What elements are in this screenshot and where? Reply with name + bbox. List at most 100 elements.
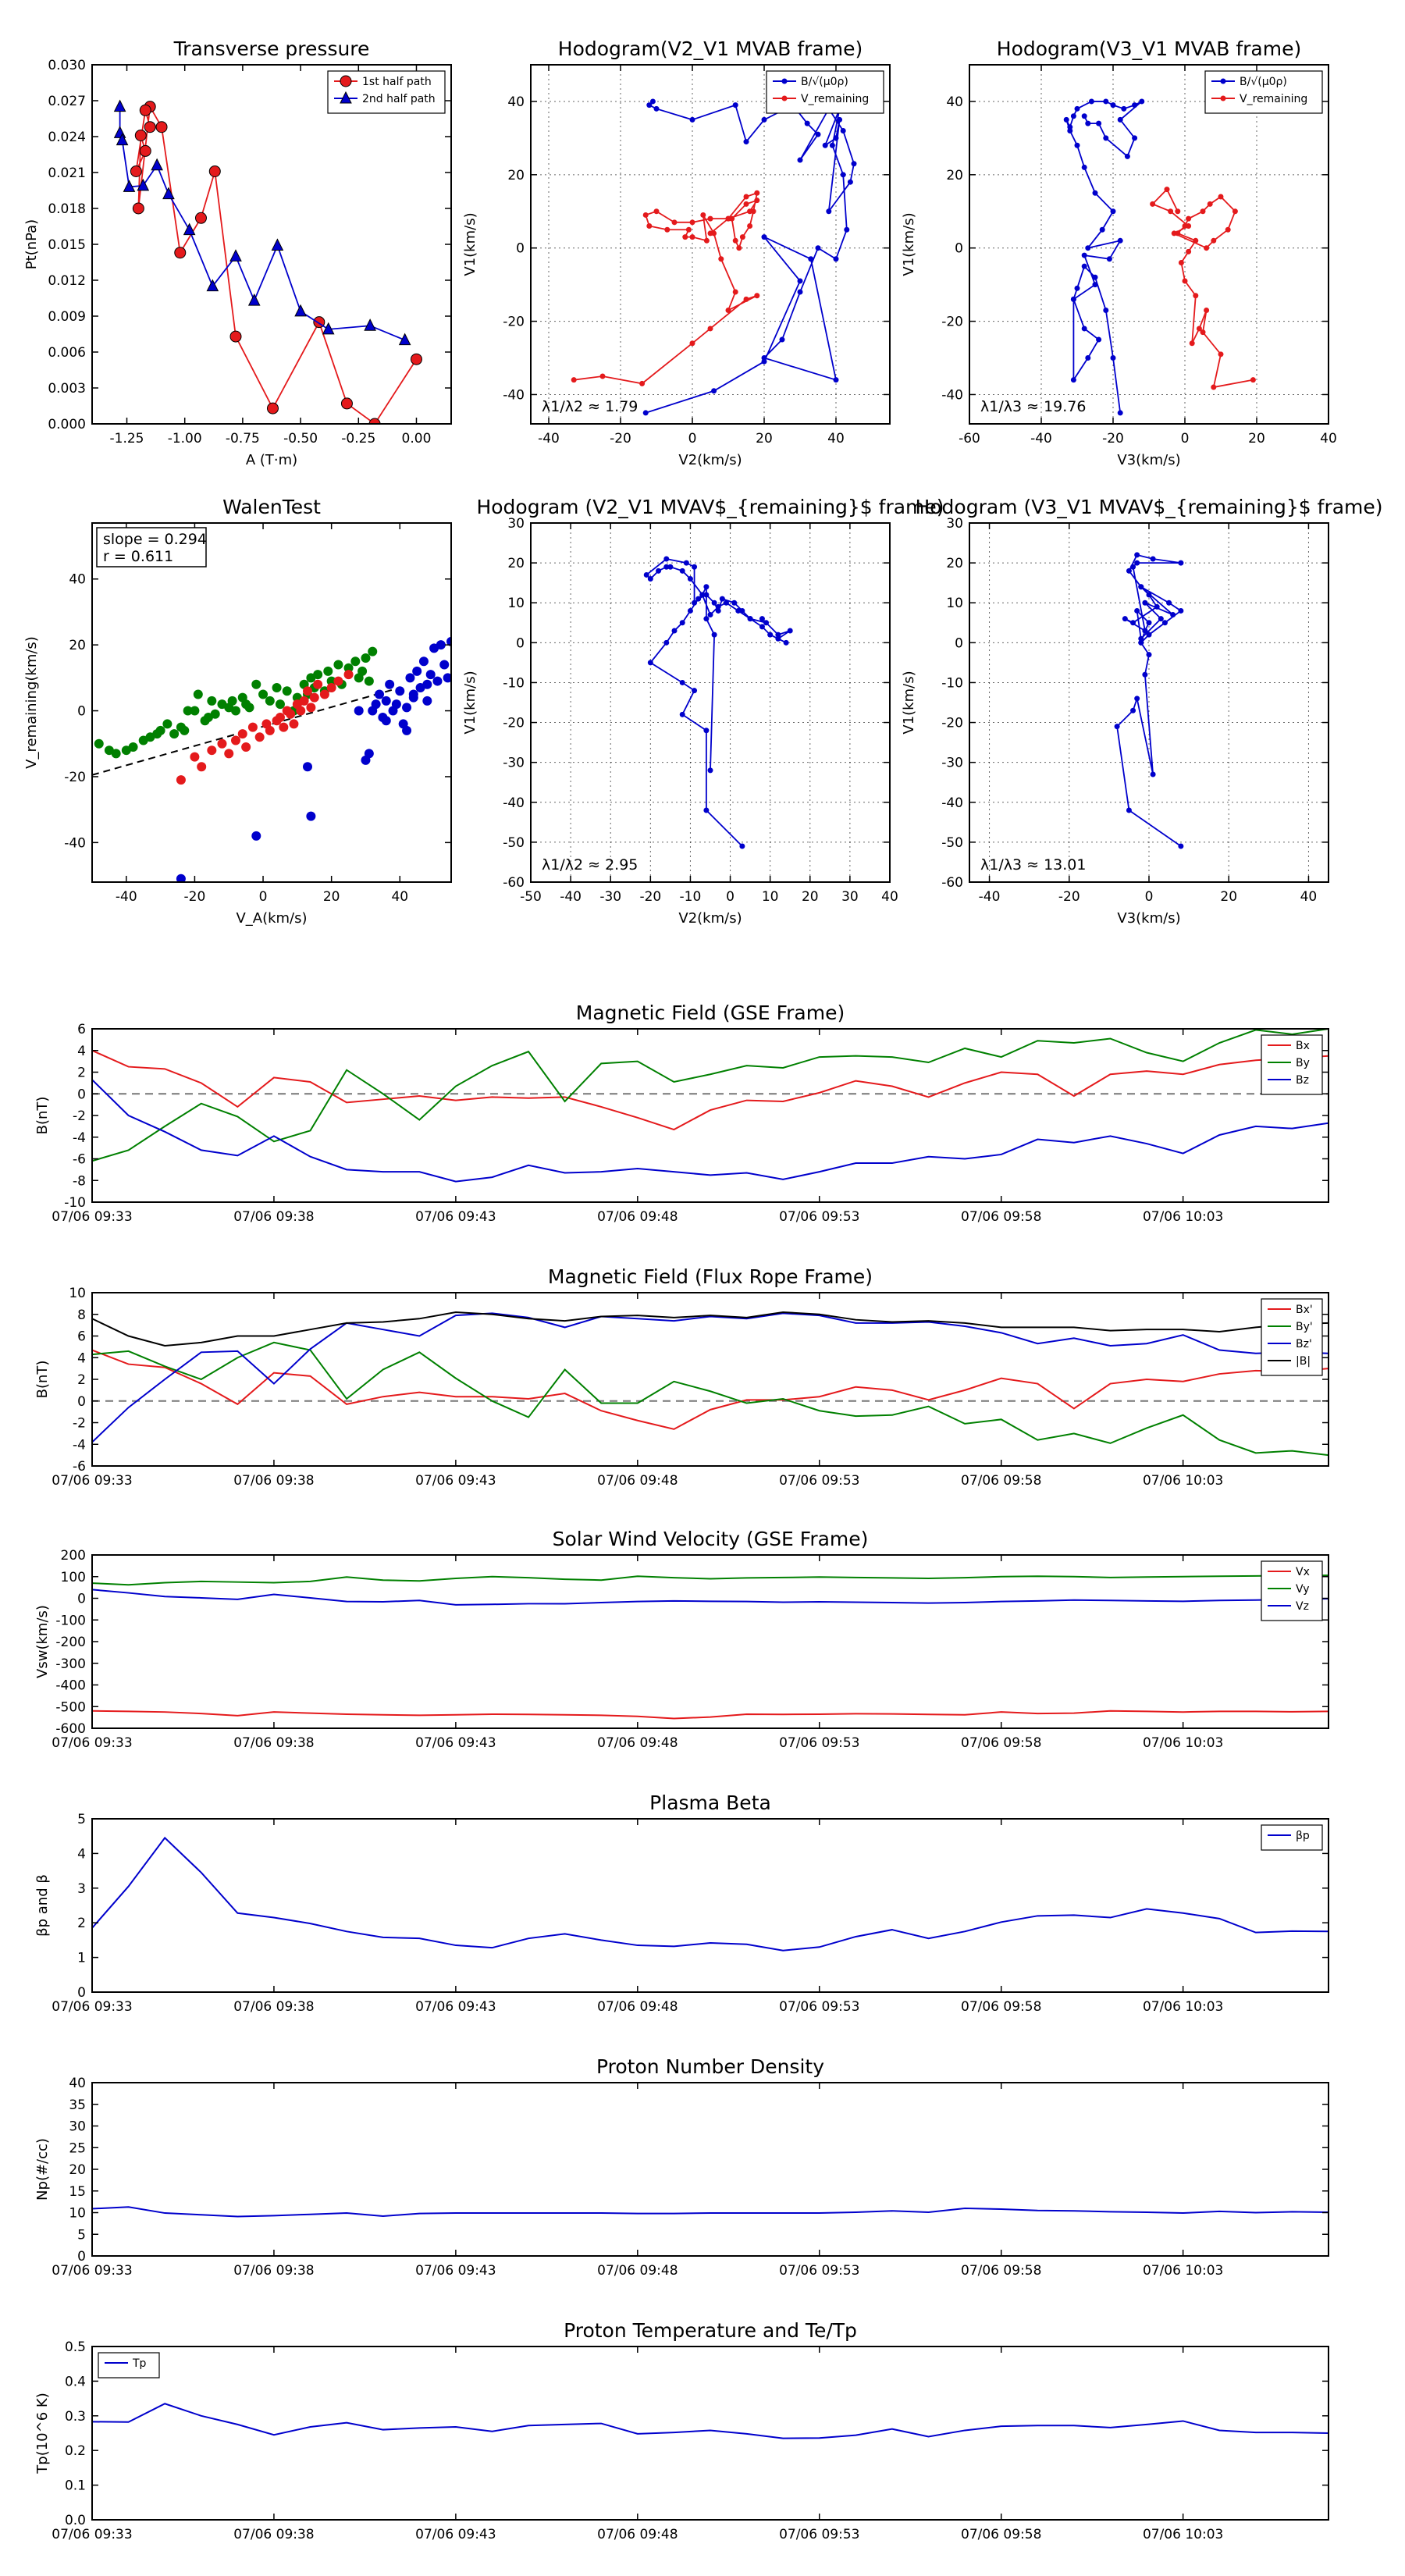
data-point (1074, 105, 1080, 112)
data-point (368, 646, 378, 656)
data-point (340, 397, 353, 410)
x-tick-label: 20 (756, 431, 773, 447)
series-line (135, 104, 418, 424)
data-point (732, 102, 738, 109)
y-tick-label: -300 (55, 1656, 86, 1672)
y-tick-label: -6 (73, 1459, 86, 1475)
x-tick-label: 07/06 09:43 (415, 1473, 496, 1489)
data-point (707, 767, 713, 774)
y-tick-label: -20 (503, 716, 525, 731)
data-point (1134, 552, 1140, 558)
x-tick-label: 07/06 10:03 (1143, 1735, 1223, 1751)
plot-frame (91, 2346, 1329, 2521)
y-tick-label: 0 (955, 241, 963, 257)
data-point (1186, 248, 1192, 254)
data-point (408, 689, 418, 699)
data-point (343, 663, 354, 673)
data-point (1130, 564, 1136, 570)
data-point (695, 596, 702, 602)
stats-box (96, 527, 207, 568)
plot-area (643, 556, 793, 849)
data-point (251, 679, 261, 689)
y-axis-label: Tp(10^6 K) (34, 2393, 51, 2474)
data-point (747, 208, 753, 215)
data-point (343, 670, 354, 680)
data-point (432, 676, 443, 686)
data-point (761, 116, 767, 123)
y-tick-label: -2 (73, 1416, 86, 1432)
data-point (322, 322, 335, 335)
data-point (653, 208, 660, 215)
series-line (92, 2206, 1329, 2218)
data-point (732, 289, 738, 295)
legend-box (1204, 70, 1323, 114)
data-point (364, 318, 376, 331)
series-line-0 (92, 2206, 1329, 2218)
chart-title: Hodogram (V3_V1 MVAV$_{remaining}$ frame… (915, 496, 1382, 518)
x-tick-label: 07/06 09:58 (961, 1473, 1041, 1489)
y-tick-label: 10 (69, 2206, 86, 2222)
chart-title: Hodogram (V2_V1 MVAV$_{remaining}$ frame… (476, 496, 944, 518)
data-point (671, 628, 678, 634)
series-line (92, 1311, 1329, 1347)
x-tick-label: 20 (802, 889, 819, 905)
x-tick-label: -50 (520, 889, 542, 905)
data-point (1124, 153, 1130, 159)
data-point (1103, 307, 1109, 313)
data-point (258, 689, 269, 699)
data-point (272, 683, 282, 693)
data-point (736, 245, 742, 251)
chart-ts4: 07/06 09:33 07/06 09:38 07/06 09:43 07/06 0… (34, 1791, 1329, 2015)
x-tick-label: -20 (184, 889, 206, 905)
data-point (1178, 843, 1184, 849)
data-point (123, 180, 136, 192)
y-tick-label: -8 (73, 1173, 86, 1189)
data-point (754, 293, 760, 299)
x-tick-label: 07/06 09:43 (415, 2263, 496, 2279)
data-point (247, 293, 261, 306)
plot-area (92, 2206, 1329, 2218)
data-point (664, 226, 670, 233)
data-point (1081, 113, 1087, 119)
data-point (229, 330, 242, 343)
y-tick-label: 30 (946, 516, 963, 532)
data-point (194, 212, 207, 224)
x-tick-label: 07/06 09:58 (961, 2263, 1041, 2279)
y-tick-label: -10 (503, 675, 525, 691)
data-point (162, 719, 173, 729)
y-tick-label: -10 (64, 1195, 86, 1211)
x-tick-label: 07/06 09:48 (597, 2527, 678, 2542)
series-line (92, 1710, 1329, 1720)
data-point (1220, 78, 1226, 84)
y-tick-label: -40 (941, 387, 963, 403)
data-point (113, 99, 126, 112)
data-point (1074, 285, 1080, 291)
data-point (759, 616, 765, 622)
data-point (313, 679, 323, 689)
legend: Vx Vy Vz (1261, 1560, 1323, 1621)
y-tick-label: 0.2 (65, 2443, 86, 2459)
x-tick-label: 0 (1181, 431, 1190, 447)
y-tick-label: 1 (77, 1951, 86, 1966)
x-axis-label: V2(km/s) (678, 910, 742, 927)
data-point (679, 620, 685, 626)
data-point (663, 556, 670, 562)
data-point (418, 656, 429, 667)
data-point (385, 679, 395, 689)
data-point (1150, 201, 1156, 207)
y-tick-label: -30 (503, 756, 525, 771)
data-point (822, 142, 828, 148)
x-tick-label: 07/06 10:03 (1143, 2527, 1223, 2542)
data-point (1103, 135, 1109, 141)
data-point (1138, 635, 1144, 642)
series-blue (176, 636, 451, 882)
x-tick-label: 07/06 09:43 (415, 1999, 496, 2015)
y-tick-label: -500 (55, 1699, 86, 1715)
chart-title: Solar Wind Velocity (GSE Frame) (553, 1528, 869, 1550)
data-point (128, 742, 138, 752)
data-point (1139, 98, 1145, 105)
legend-label: 1st half path (362, 76, 432, 88)
data-point (1146, 632, 1152, 638)
plot-frame (91, 1028, 1329, 1203)
data-point (1085, 120, 1091, 126)
